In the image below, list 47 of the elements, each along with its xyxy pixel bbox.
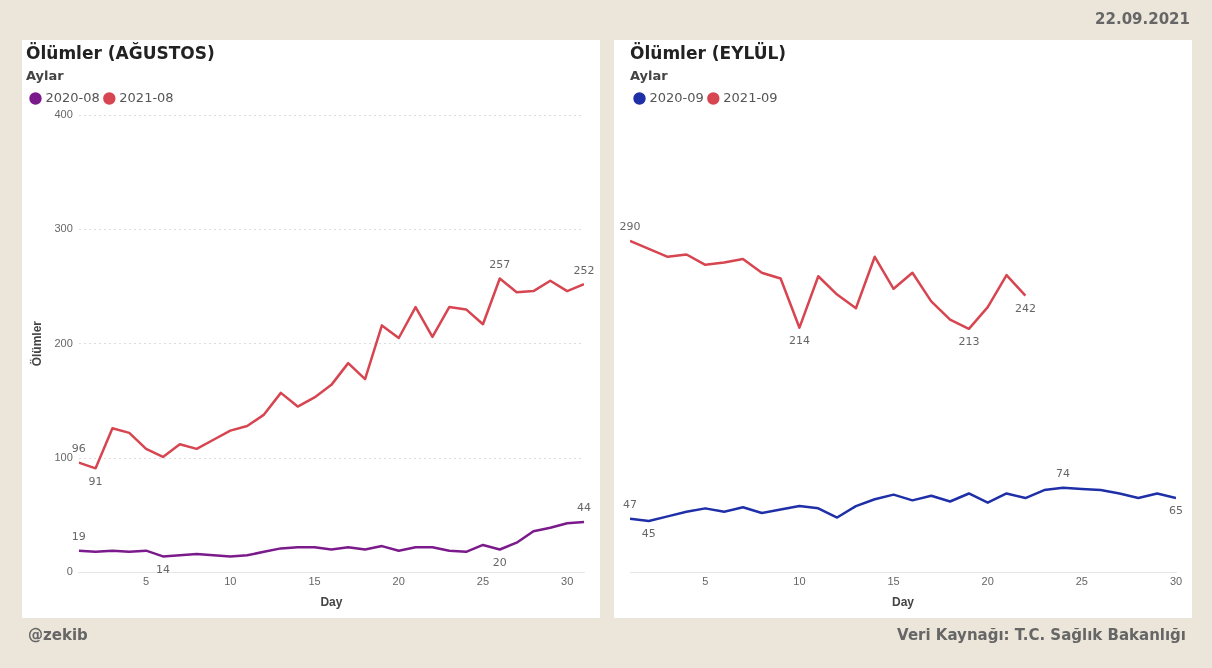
legend-title: Aylar bbox=[26, 68, 65, 84]
data-label: 91 bbox=[88, 474, 103, 488]
data-label: 213 bbox=[958, 335, 980, 349]
data-label: 290 bbox=[619, 220, 641, 234]
text: @zekib bbox=[28, 626, 88, 644]
data-label: 14 bbox=[155, 562, 170, 576]
data-label: 20 bbox=[492, 555, 507, 569]
x-tick-label: 10 bbox=[793, 575, 806, 588]
legend-label: 2021-09 bbox=[723, 89, 778, 105]
x-tick-label: 10 bbox=[224, 575, 237, 588]
data-label: 242 bbox=[1014, 302, 1036, 316]
x-axis-title: Day bbox=[891, 595, 915, 610]
legend-title: Aylar bbox=[630, 68, 669, 84]
data-label: 214 bbox=[788, 334, 810, 348]
data-label: 65 bbox=[1169, 504, 1183, 518]
data-label: 47 bbox=[623, 498, 637, 512]
x-tick-label: 25 bbox=[1075, 575, 1088, 588]
legend-label: 2020-08 bbox=[45, 89, 100, 105]
y-tick-label: 100 bbox=[54, 451, 73, 464]
y-tick-label: 200 bbox=[54, 336, 73, 349]
text: 22.09.2021 bbox=[1095, 10, 1190, 28]
x-tick-label: 5 bbox=[702, 575, 709, 588]
y-tick-label: 300 bbox=[54, 222, 73, 235]
chart-title: Ölümler (AĞUSTOS) bbox=[26, 41, 215, 63]
y-tick-label: 0 bbox=[66, 565, 73, 578]
x-tick-label: 30 bbox=[561, 575, 574, 588]
data-label: 74 bbox=[1056, 467, 1071, 481]
data-label: 44 bbox=[577, 501, 591, 515]
x-tick-label: 5 bbox=[143, 575, 150, 588]
legend-label: 2021-08 bbox=[119, 89, 174, 105]
data-label: 45 bbox=[641, 527, 656, 541]
x-tick-label: 20 bbox=[981, 575, 994, 588]
data-label: 19 bbox=[71, 530, 86, 544]
x-tick-label: 15 bbox=[308, 575, 321, 588]
y-axis-title: Ölümler bbox=[28, 320, 44, 367]
text: Veri Kaynağı: T.C. Sağlık Bakanlığı bbox=[897, 626, 1186, 644]
data-label: 96 bbox=[71, 441, 86, 455]
x-tick-label: 15 bbox=[887, 575, 900, 588]
data-label: 257 bbox=[489, 257, 511, 271]
chart-title: Ölümler (EYLÜL) bbox=[630, 41, 787, 63]
data-label: 252 bbox=[573, 263, 595, 277]
y-tick-label: 400 bbox=[54, 108, 73, 121]
x-tick-label: 30 bbox=[1169, 575, 1183, 588]
x-tick-label: 25 bbox=[476, 575, 490, 588]
x-tick-label: 20 bbox=[392, 575, 405, 588]
x-axis-title: Day bbox=[320, 595, 343, 610]
legend-label: 2020-09 bbox=[649, 89, 704, 105]
